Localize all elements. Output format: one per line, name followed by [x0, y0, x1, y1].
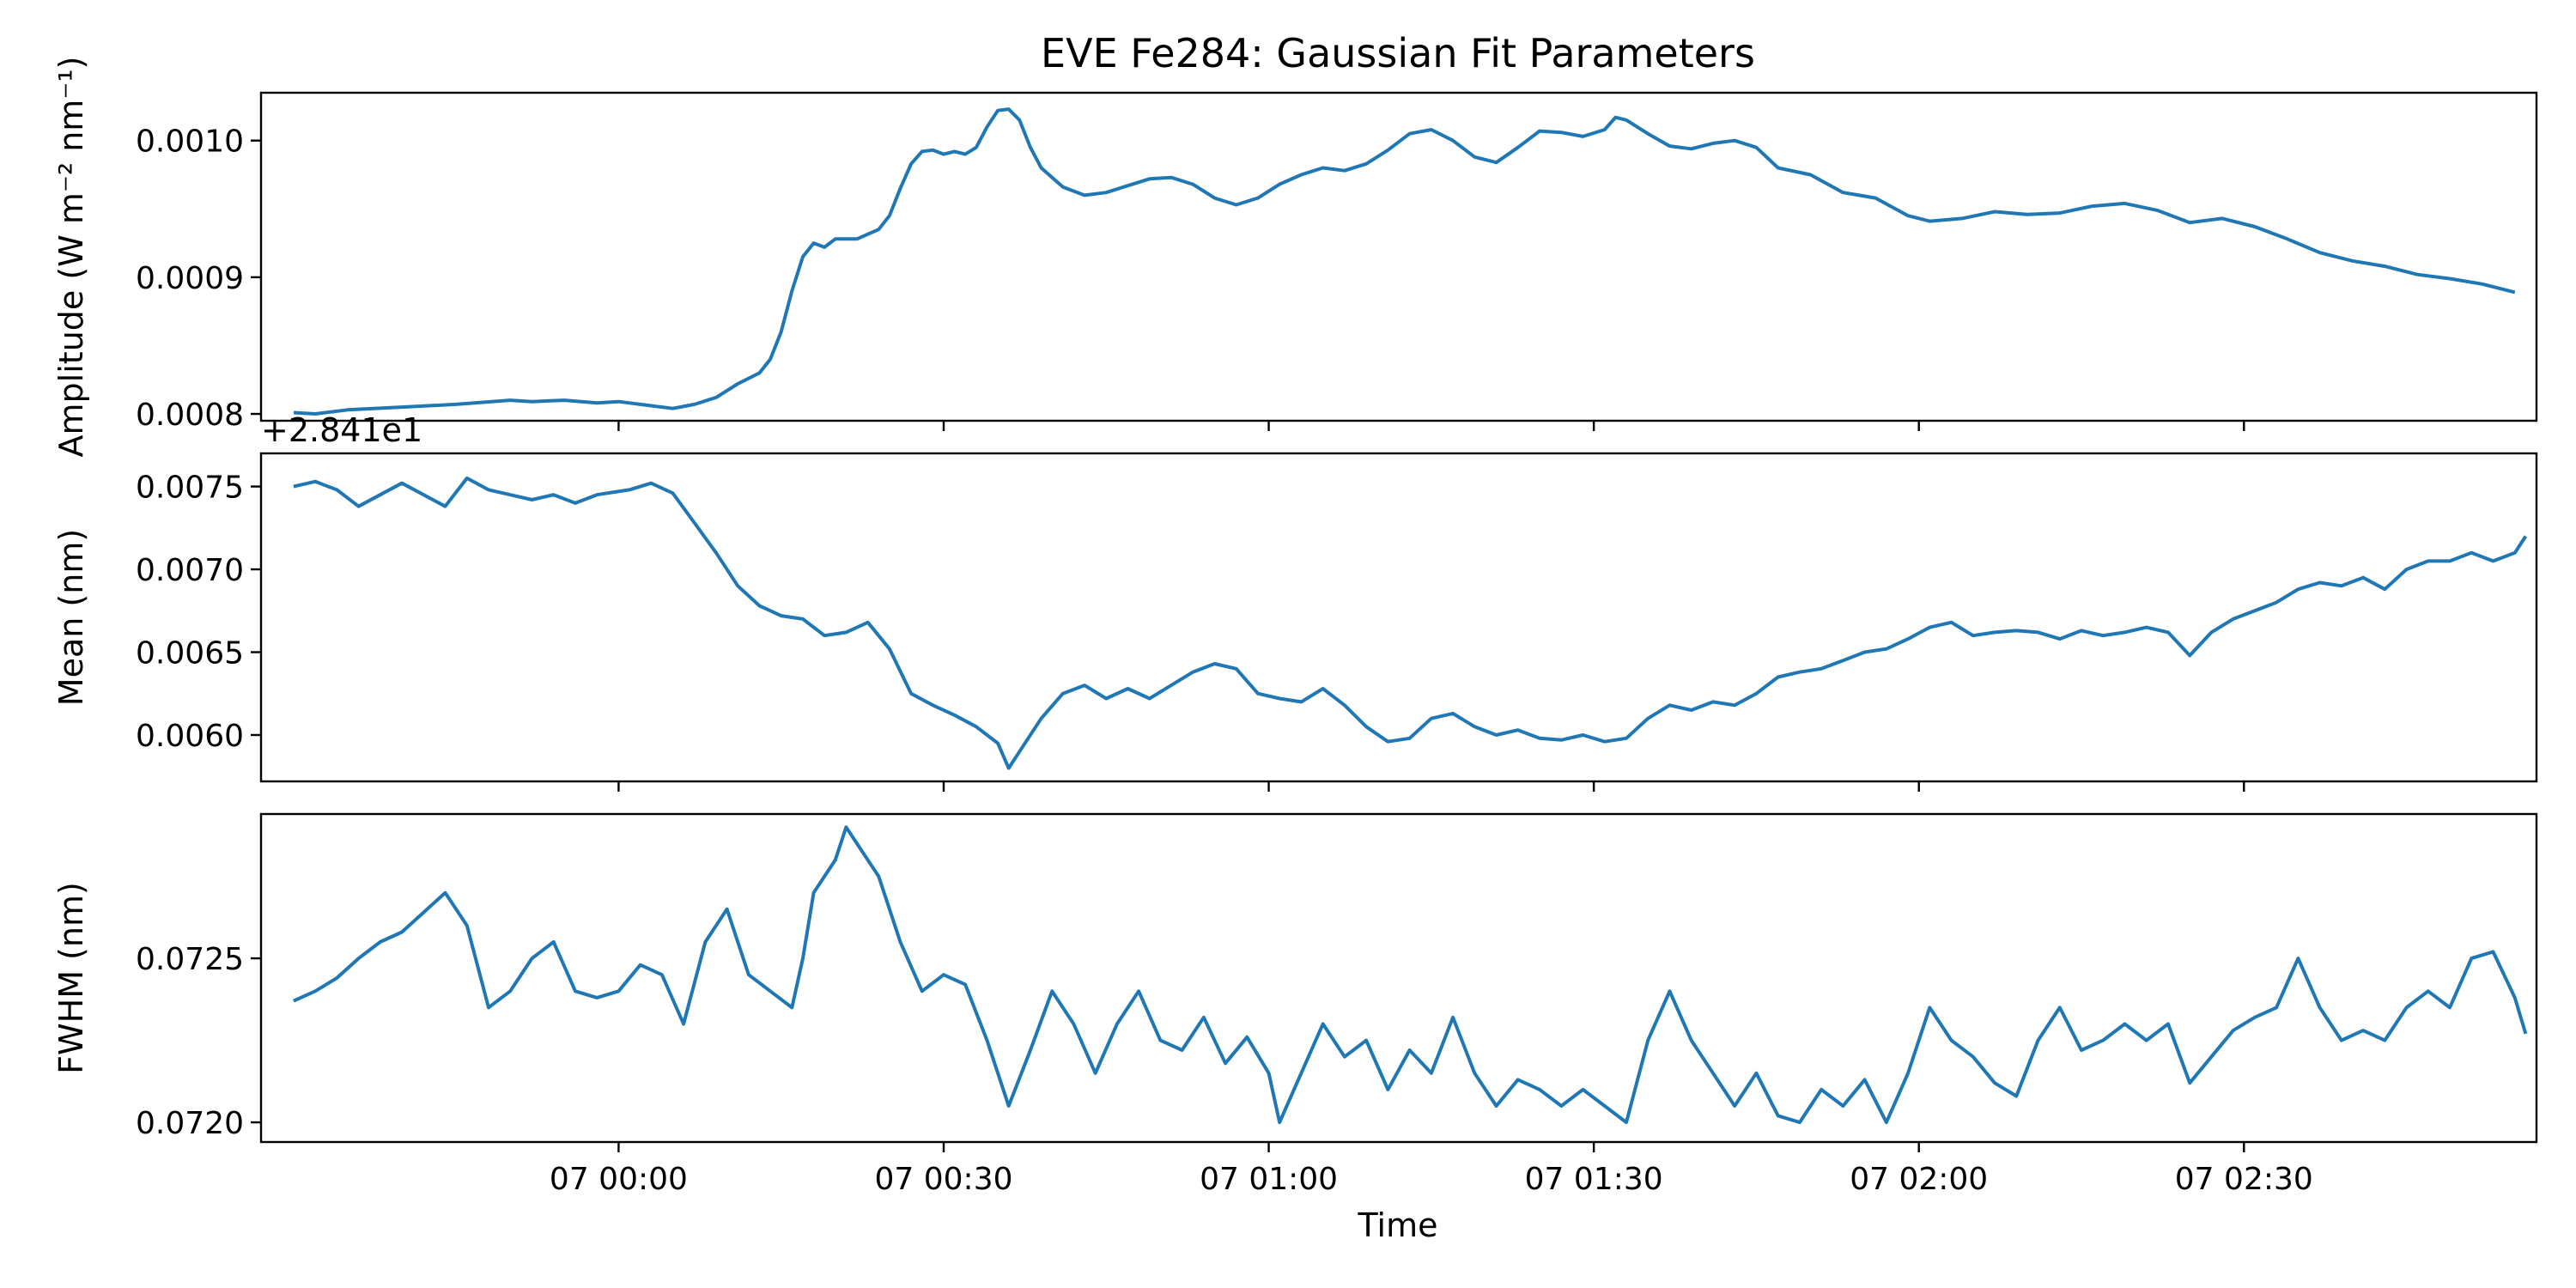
fwhm-series-line: [293, 825, 2528, 1125]
mean-y-axis-label: Mean (nm): [52, 529, 90, 706]
x-tick-label: 07 00:30: [875, 1162, 1013, 1197]
amplitude-y-tick-label: 0.0008: [136, 398, 244, 433]
mean-series-line: [293, 476, 2528, 770]
fwhm-y-tick-label: 0.0720: [136, 1106, 244, 1141]
mean-offset-label: +2.841e1: [261, 411, 422, 449]
mean-plot-frame: [259, 452, 2538, 783]
mean-x-ticks: [617, 781, 2245, 792]
mean-y-tick-label: 0.0070: [136, 553, 244, 588]
amplitude-y-tick-label: 0.0009: [136, 261, 244, 296]
fwhm-y-axis-label: FWHM (nm): [52, 882, 90, 1074]
panel-amplitude: 0.0008 0.0009 0.0010 Amplitude (W m⁻² nm⁻¹…: [52, 57, 2538, 458]
fwhm-y-ticks: 0.0720 0.0725: [136, 942, 261, 1141]
mean-y-tick-label: 0.0060: [136, 719, 244, 754]
x-axis-label: Time: [1358, 1206, 1438, 1244]
x-tick-label: 07 00:00: [550, 1162, 688, 1197]
amplitude-series-line: [293, 107, 2516, 416]
x-tick-label: 07 02:30: [2175, 1162, 2313, 1197]
panel-mean: 0.0060 0.0065 0.0070 0.0075 Mean (nm) +2.84…: [52, 411, 2538, 792]
chart-title: EVE Fe284: Gaussian Fit Parameters: [1041, 30, 1755, 76]
fwhm-x-ticks: 07 00:00 07 00:30 07 01:00 07 01:30 07 02:00…: [550, 1142, 2313, 1197]
fwhm-plot-frame: [259, 812, 2538, 1144]
amplitude-plot-frame: [259, 91, 2538, 422]
amplitude-x-ticks: [617, 421, 2245, 431]
mean-y-tick-label: 0.0065: [136, 636, 244, 671]
x-tick-label: 07 01:30: [1525, 1162, 1663, 1197]
amplitude-y-tick-label: 0.0010: [136, 125, 244, 160]
amplitude-y-axis-label: Amplitude (W m⁻² nm⁻¹): [52, 57, 90, 458]
mean-y-ticks: 0.0060 0.0065 0.0070 0.0075: [136, 471, 261, 754]
fwhm-y-tick-label: 0.0725: [136, 942, 244, 977]
mean-y-tick-label: 0.0075: [136, 471, 244, 506]
x-tick-label: 07 02:00: [1850, 1162, 1988, 1197]
amplitude-y-ticks: 0.0008 0.0009 0.0010: [136, 125, 261, 433]
x-tick-label: 07 01:00: [1200, 1162, 1338, 1197]
